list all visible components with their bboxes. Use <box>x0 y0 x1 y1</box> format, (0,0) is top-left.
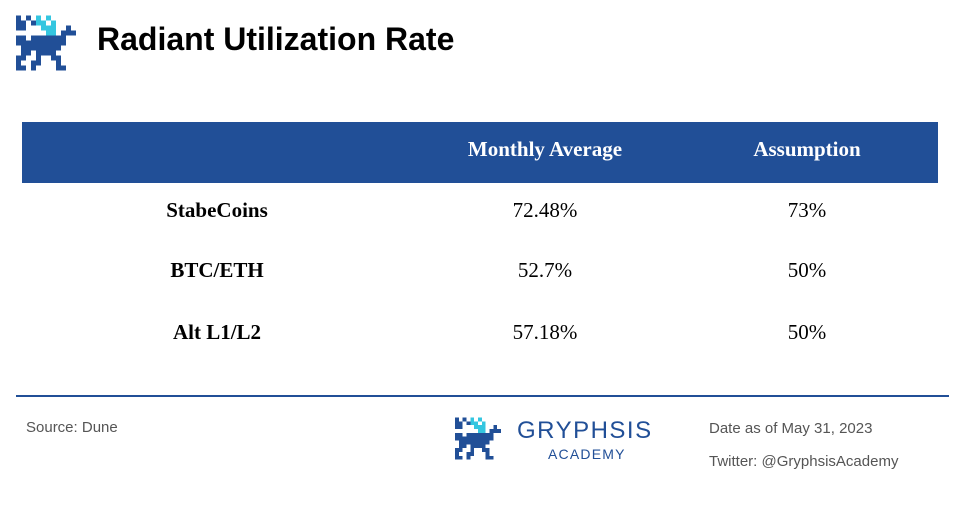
table-row: StabeCoins 72.48% 73% <box>22 190 938 230</box>
assumption-value: 50% <box>787 320 827 344</box>
gryphon-logo-icon <box>16 15 76 71</box>
table-row: BTC/ETH 52.7% 50% <box>22 250 938 290</box>
table-header: Monthly Average Assumption <box>22 122 938 183</box>
gryphon-logo-icon <box>455 417 501 460</box>
table-row: Alt L1/L2 57.18% 50% <box>22 312 938 352</box>
assumption-value: 50% <box>787 258 827 282</box>
brand-subtitle: ACADEMY <box>548 446 626 462</box>
column-header-assumption: Assumption <box>753 137 861 161</box>
row-label: StabeCoins <box>166 198 268 222</box>
monthly-average-value: 57.18% <box>512 320 578 344</box>
monthly-average-value: 52.7% <box>517 258 573 282</box>
brand-name: GRYPHSIS <box>517 417 653 444</box>
row-label: Alt L1/L2 <box>172 320 262 344</box>
monthly-average-value: 72.48% <box>512 198 578 222</box>
date-note: Date as of May 31, 2023 <box>709 420 873 437</box>
row-label: BTC/ETH <box>170 258 264 282</box>
page-title: Radiant Utilization Rate <box>97 21 455 57</box>
source-note: Source: Dune <box>26 419 118 436</box>
column-header-monthly-average: Monthly Average <box>467 137 623 161</box>
assumption-value: 73% <box>787 198 827 222</box>
twitter-handle: Twitter: @GryphsisAcademy <box>709 453 899 470</box>
footer-divider <box>16 395 949 397</box>
